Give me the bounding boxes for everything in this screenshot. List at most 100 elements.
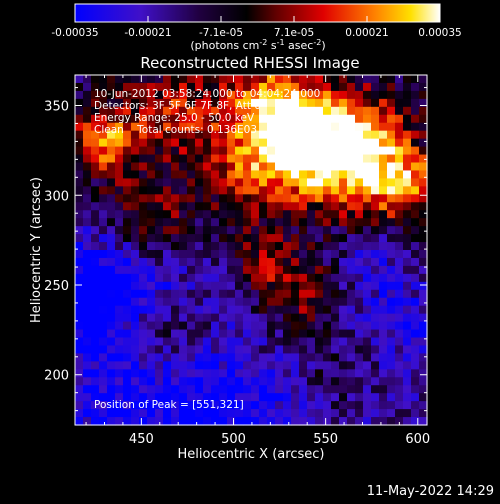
- heatmap-cell: [107, 297, 116, 307]
- heatmap-cell: [307, 345, 316, 354]
- heatmap-cell: [403, 122, 412, 132]
- heatmap-cell: [339, 281, 348, 291]
- heatmap-cell: [387, 265, 396, 275]
- heatmap-cell: [331, 226, 340, 235]
- heatmap-cell: [131, 313, 140, 323]
- heatmap-cell: [139, 250, 148, 259]
- heatmap-cell: [83, 321, 92, 331]
- heatmap-cell: [115, 361, 124, 370]
- heatmap-cell: [195, 194, 204, 203]
- heatmap-cell: [299, 146, 308, 156]
- heatmap-cell: [211, 385, 220, 394]
- heatmap-cell: [155, 361, 164, 370]
- heatmap-cell: [323, 361, 332, 370]
- heatmap-cell: [379, 329, 388, 339]
- heatmap-cell: [323, 393, 332, 402]
- heatmap-cell: [75, 130, 84, 140]
- heatmap-cell: [163, 226, 172, 235]
- heatmap-cell: [107, 75, 116, 84]
- heatmap-cell: [107, 98, 116, 108]
- heatmap-cell: [371, 273, 380, 283]
- heatmap-cell: [331, 337, 340, 347]
- heatmap-cell: [299, 281, 308, 291]
- heatmap-cell: [123, 242, 132, 251]
- heatmap-cell: [371, 353, 380, 362]
- heatmap-cell: [195, 106, 204, 116]
- heatmap-cell: [83, 178, 92, 187]
- heatmap-cell: [283, 122, 292, 132]
- heatmap-cell: [283, 409, 292, 418]
- heatmap-cell: [235, 162, 244, 172]
- heatmap-cell: [395, 401, 404, 410]
- heatmap-cell: [99, 361, 108, 370]
- heatmap-cell: [99, 98, 108, 108]
- heatmap-cell: [219, 98, 228, 108]
- heatmap-cell: [123, 234, 132, 243]
- heatmap-cell: [267, 313, 276, 323]
- heatmap-cell: [323, 242, 332, 251]
- heatmap-cell: [299, 297, 308, 307]
- heatmap-cell: [363, 130, 372, 140]
- heatmap-cell: [155, 329, 164, 339]
- heatmap-cell: [107, 122, 116, 132]
- heatmap-cell: [371, 138, 380, 148]
- heatmap-cell: [227, 385, 236, 394]
- heatmap-cell: [323, 369, 332, 378]
- heatmap-cell: [107, 337, 116, 347]
- heatmap-cell: [283, 281, 292, 291]
- y-tick-label: 350: [44, 100, 69, 115]
- heatmap-cell: [307, 409, 316, 418]
- heatmap-cell: [187, 273, 196, 283]
- heatmap-cell: [75, 210, 84, 219]
- heatmap-cell: [315, 250, 324, 259]
- heatmap-cell: [411, 226, 420, 235]
- heatmap-cell: [107, 202, 116, 211]
- heatmap-cell: [195, 202, 204, 211]
- heatmap-cell: [83, 353, 92, 362]
- heatmap-cell: [251, 138, 260, 148]
- heatmap-cell: [235, 401, 244, 410]
- heatmap-cell: [371, 417, 380, 426]
- heatmap-cell: [195, 297, 204, 307]
- heatmap-cell: [75, 329, 84, 339]
- heatmap-cell: [155, 106, 164, 116]
- heatmap-cell: [251, 194, 260, 203]
- heatmap-cell: [107, 361, 116, 370]
- heatmap-cell: [363, 401, 372, 410]
- chart-title: Reconstructed RHESSI Image: [140, 54, 359, 72]
- heatmap-cell: [99, 170, 108, 179]
- heatmap-cell: [131, 82, 140, 92]
- heatmap-cell: [411, 90, 420, 100]
- heatmap-cell: [211, 273, 220, 283]
- heatmap-cell: [195, 361, 204, 370]
- heatmap-cell: [219, 178, 228, 187]
- heatmap-cell: [195, 186, 204, 195]
- heatmap-cell: [195, 98, 204, 108]
- heatmap-cell: [219, 130, 228, 140]
- heatmap-cell: [91, 250, 100, 259]
- heatmap-cell: [147, 289, 156, 299]
- heatmap-cell: [187, 313, 196, 323]
- y-tick-label: 200: [44, 369, 69, 384]
- heatmap-cell: [163, 337, 172, 347]
- heatmap-cell: [235, 361, 244, 370]
- heatmap-cell: [227, 218, 236, 227]
- heatmap-cell: [107, 393, 116, 402]
- heatmap-cell: [139, 146, 148, 156]
- heatmap-cell: [147, 337, 156, 347]
- heatmap-cell: [291, 170, 300, 179]
- heatmap-cell: [251, 337, 260, 347]
- heatmap-cell: [331, 106, 340, 116]
- heatmap-cell: [219, 257, 228, 267]
- heatmap-cell: [419, 75, 428, 84]
- heatmap-cell: [259, 361, 268, 370]
- heatmap-cell: [75, 289, 84, 299]
- heatmap-cell: [275, 297, 284, 307]
- heatmap-cell: [131, 154, 140, 164]
- info-annotations: 10-Jun-2012 03:58:24.000 to 04:04:24.000…: [94, 88, 320, 411]
- heatmap-cell: [139, 417, 148, 426]
- heatmap-cell: [291, 218, 300, 227]
- heatmap-cell: [411, 162, 420, 172]
- heatmap-cell: [315, 90, 324, 100]
- heatmap-cell: [251, 377, 260, 386]
